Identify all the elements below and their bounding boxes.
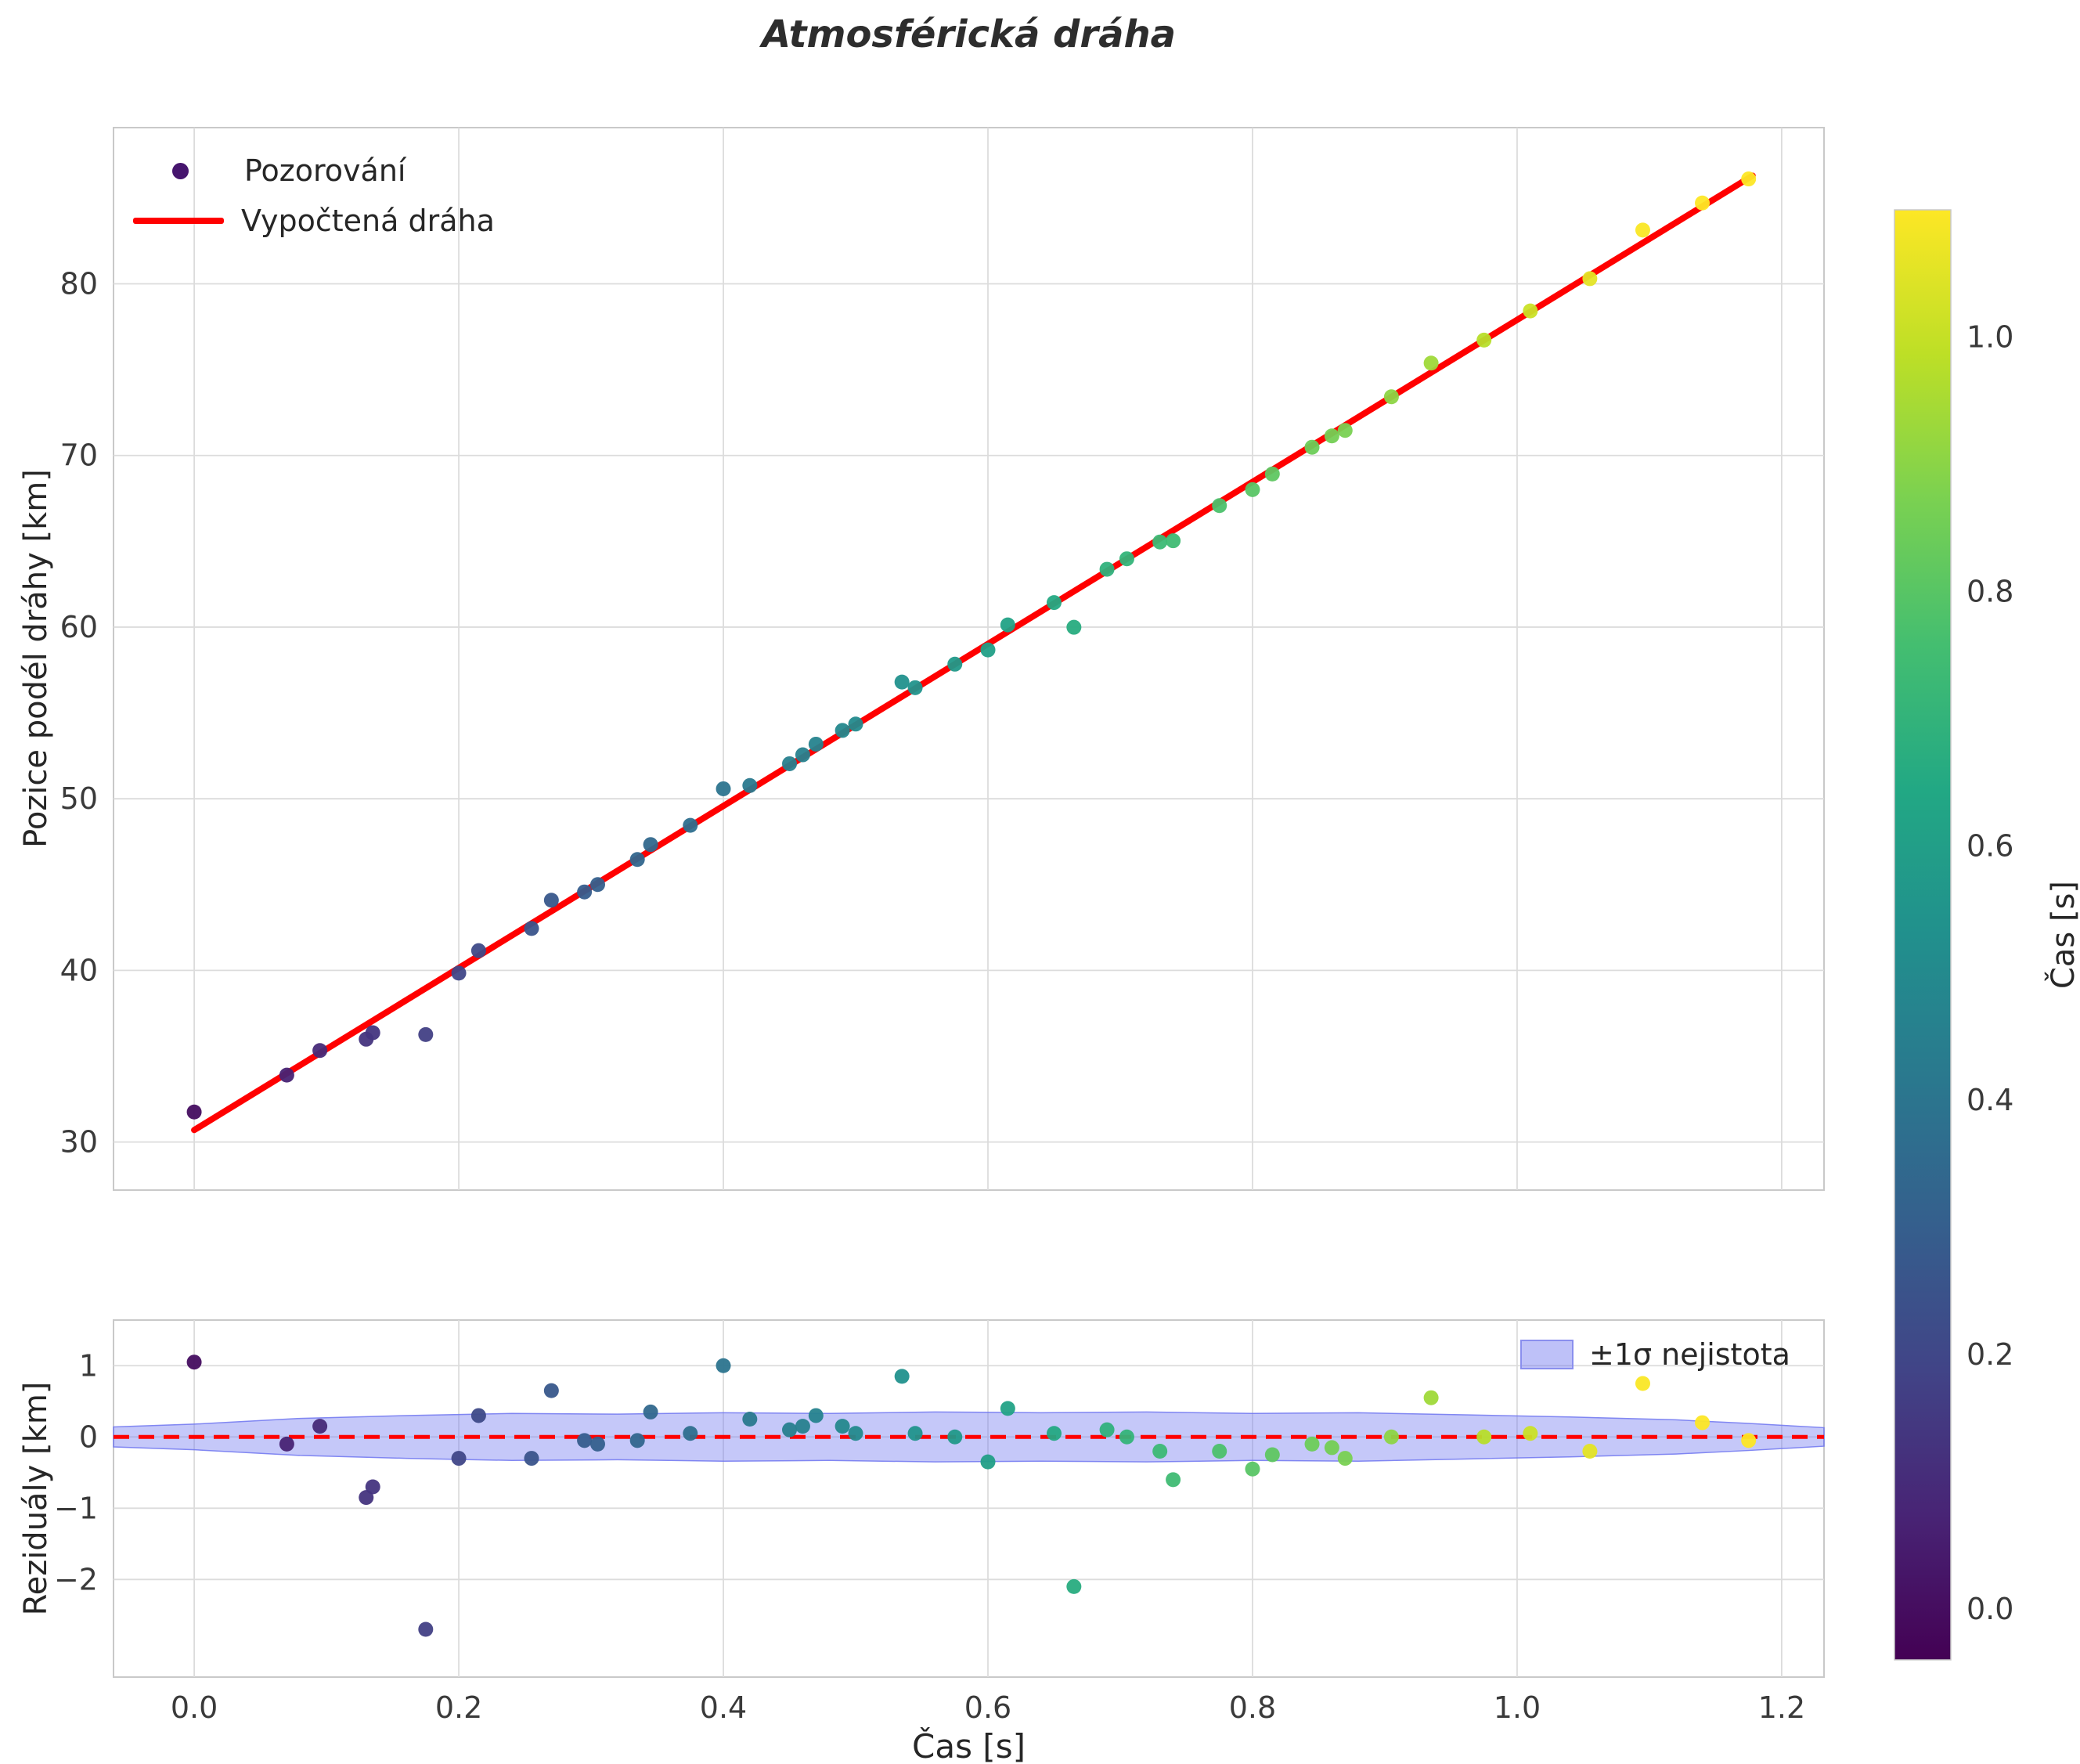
svg-text:60: 60: [60, 610, 98, 644]
svg-text:0.0: 0.0: [1966, 1592, 2013, 1626]
svg-text:0.2: 0.2: [1966, 1337, 2013, 1372]
legend-item-fit-line: Vypočtená dráha: [133, 204, 495, 238]
svg-text:0: 0: [79, 1419, 98, 1454]
colorbar-label: Čas [s]: [2046, 880, 2080, 990]
svg-text:1: 1: [79, 1348, 98, 1383]
svg-text:80: 80: [60, 266, 98, 301]
svg-text:0.8: 0.8: [1229, 1690, 1276, 1725]
chart-title: Atmosférická dráha: [761, 13, 1177, 56]
y-axis-label-residuals: Reziduály [km]: [18, 1381, 54, 1616]
svg-text:40: 40: [60, 953, 98, 987]
svg-text:0.2: 0.2: [435, 1690, 482, 1725]
svg-text:−2: −2: [54, 1562, 98, 1596]
uncertainty-band-patch-icon: [1520, 1340, 1574, 1369]
svg-text:0.6: 0.6: [1966, 828, 2013, 863]
y-axis-label-main: Pozice podél dráhy [km]: [18, 469, 54, 848]
svg-text:1.2: 1.2: [1758, 1690, 1805, 1725]
legend-main: Pozorování Vypočtená dráha: [133, 153, 495, 238]
svg-text:0.0: 0.0: [171, 1690, 218, 1725]
svg-text:0.6: 0.6: [964, 1690, 1011, 1725]
svg-text:1.0: 1.0: [1494, 1690, 1541, 1725]
fit-line-sample-icon: [133, 218, 224, 224]
legend-item-observations: Pozorování: [133, 153, 495, 188]
legend-uncertainty-label: ±1σ nejistota: [1589, 1337, 1790, 1372]
legend-observations-label: Pozorování: [244, 153, 406, 188]
svg-text:70: 70: [60, 438, 98, 473]
legend-residuals: ±1σ nejistota: [1520, 1337, 1790, 1372]
legend-marker-col: [133, 162, 227, 179]
scatter-marker-icon: [171, 162, 189, 179]
x-axis-label: Čas [s]: [912, 1727, 1026, 1764]
svg-text:1.0: 1.0: [1966, 319, 2013, 354]
svg-text:−1: −1: [54, 1491, 98, 1525]
legend-fit-label: Vypočtená dráha: [241, 204, 495, 238]
svg-text:50: 50: [60, 781, 98, 816]
svg-text:0.8: 0.8: [1966, 574, 2013, 608]
svg-text:30: 30: [60, 1125, 98, 1160]
svg-text:0.4: 0.4: [1966, 1083, 2013, 1117]
svg-text:0.4: 0.4: [700, 1690, 747, 1725]
